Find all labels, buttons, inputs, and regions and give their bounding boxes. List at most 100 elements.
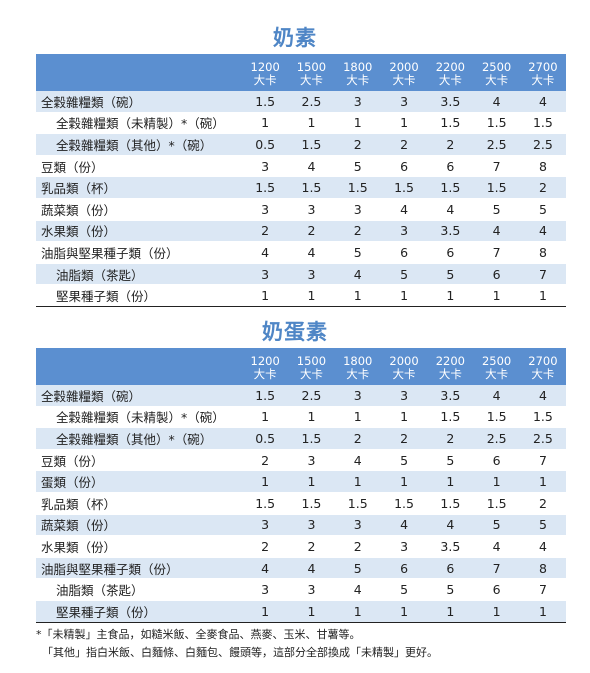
- food-group-label: 油脂類（茶匙）: [36, 578, 242, 601]
- serving-cell: 7: [473, 557, 520, 580]
- serving-cell: 1.5: [427, 492, 474, 515]
- calorie-value: 2200: [435, 354, 465, 368]
- calorie-header: 1800 大卡: [334, 348, 381, 385]
- serving-cell: 1.5: [427, 112, 474, 135]
- serving-cell: 5: [334, 557, 381, 580]
- serving-cell: 2.5: [473, 133, 520, 156]
- calorie-unit: 大卡: [392, 73, 416, 87]
- serving-cell: 6: [473, 263, 520, 286]
- calorie-value: 2700: [528, 354, 558, 368]
- serving-cell: 1: [380, 284, 428, 307]
- serving-cell: 1: [334, 112, 381, 135]
- serving-cell: 0.5: [242, 133, 289, 156]
- serving-cell: 2: [242, 535, 289, 558]
- calorie-header: 1200 大卡: [242, 348, 289, 385]
- serving-cell: 2: [334, 133, 381, 156]
- table-row: 豆類（份） 2 3 4 5 5 6 7: [36, 449, 567, 472]
- serving-cell: 1.5: [242, 176, 289, 199]
- serving-cell: 3: [242, 578, 289, 601]
- serving-cell: 1.5: [242, 91, 289, 113]
- calorie-value: 1500: [296, 60, 327, 74]
- serving-cell: 2.5: [288, 91, 335, 113]
- serving-cell: 6: [427, 241, 474, 264]
- serving-cell: 1: [380, 112, 428, 135]
- serving-cell: 5: [334, 155, 381, 178]
- calorie-header: 1200 大卡: [242, 54, 289, 91]
- serving-cell: 1: [242, 112, 289, 135]
- serving-cell: 4: [519, 535, 567, 558]
- food-group-label: 乳品類（杯）: [36, 176, 242, 199]
- calorie-header: 2500 大卡: [473, 348, 520, 385]
- serving-cell: 2: [334, 535, 381, 558]
- serving-cell: 3: [334, 514, 381, 537]
- serving-cell: 3: [288, 198, 335, 221]
- table-row: 油脂與堅果種子類（份） 4 4 5 6 6 7 8: [36, 241, 567, 264]
- food-group-label: 堅果種子類（份）: [36, 600, 242, 623]
- calorie-unit: 大卡: [299, 367, 323, 381]
- food-group-label: 蔬菜類（份）: [36, 198, 242, 221]
- serving-cell: 2.5: [288, 385, 335, 407]
- serving-cell: 1.5: [334, 492, 381, 515]
- serving-cell: 8: [519, 557, 567, 580]
- serving-cell: 7: [519, 449, 567, 472]
- serving-cell: 3: [380, 385, 428, 407]
- serving-cell: 4: [519, 220, 567, 243]
- serving-cell: 6: [427, 557, 474, 580]
- serving-cell: 4: [427, 514, 474, 537]
- serving-cell: 2: [334, 220, 381, 243]
- serving-cell: 1: [427, 470, 474, 493]
- serving-cell: 1: [288, 470, 335, 493]
- serving-cell: 4: [288, 155, 335, 178]
- food-group-label: 全穀雜糧類（碗）: [36, 385, 242, 407]
- food-group-label: 水果類（份）: [36, 535, 242, 558]
- serving-cell: 6: [380, 241, 428, 264]
- calorie-header: 1500 大卡: [288, 348, 335, 385]
- section-title-lacto-ovo: 奶蛋素: [262, 320, 328, 344]
- calorie-unit: 大卡: [485, 73, 509, 87]
- food-group-label: 乳品類（杯）: [36, 492, 242, 515]
- calorie-header: 2700 大卡: [519, 54, 567, 91]
- serving-cell: 2: [519, 176, 567, 199]
- serving-cell: 3: [288, 263, 335, 286]
- serving-cell: 4: [519, 385, 567, 407]
- serving-cell: 2.5: [473, 427, 520, 450]
- table-row: 全穀雜糧類（碗） 1.5 2.5 3 3 3.5 4 4: [36, 385, 567, 407]
- serving-cell: 1.5: [519, 112, 567, 135]
- header-row: 1200 大卡 1500 大卡 1800 大卡 2000 大卡 2200 大卡 2500 大卡 2700…: [36, 54, 567, 91]
- calorie-unit: 大卡: [346, 73, 370, 87]
- serving-cell: 7: [473, 155, 520, 178]
- serving-cell: 4: [427, 198, 474, 221]
- serving-cell: 3: [242, 155, 289, 178]
- serving-cell: 5: [380, 449, 428, 472]
- serving-cell: 1.5: [427, 406, 474, 429]
- serving-cell: 1: [334, 600, 381, 623]
- serving-cell: 1: [519, 284, 567, 307]
- serving-cell: 1.5: [288, 492, 335, 515]
- serving-cell: 3: [288, 514, 335, 537]
- serving-cell: 1.5: [242, 385, 289, 407]
- serving-cell: 1: [427, 600, 474, 623]
- serving-cell: 2: [334, 427, 381, 450]
- serving-cell: 2.5: [519, 427, 567, 450]
- serving-cell: 5: [380, 263, 428, 286]
- serving-cell: 1.5: [519, 406, 567, 429]
- diet-table-lacto-ovo: 1200 大卡 1500 大卡 1800 大卡 2000 大卡 2200 大卡 2500 大卡 2700…: [36, 348, 567, 623]
- serving-cell: 6: [380, 557, 428, 580]
- section-title-lacto: 奶素: [273, 26, 317, 50]
- serving-cell: 1.5: [473, 492, 520, 515]
- serving-cell: 4: [334, 449, 381, 472]
- serving-cell: 1: [242, 470, 289, 493]
- serving-cell: 3: [334, 385, 381, 407]
- serving-cell: 4: [334, 578, 381, 601]
- serving-cell: 1: [473, 470, 520, 493]
- serving-cell: 1: [334, 470, 381, 493]
- serving-cell: 1: [288, 406, 335, 429]
- calorie-header: 2200 大卡: [427, 348, 474, 385]
- header-row: 1200 大卡 1500 大卡 1800 大卡 2000 大卡 2200 大卡 2500 大卡 2700…: [36, 348, 567, 385]
- serving-cell: 1: [427, 284, 474, 307]
- header-corner: [36, 348, 242, 385]
- serving-cell: 2: [380, 427, 428, 450]
- serving-cell: 7: [519, 578, 567, 601]
- serving-cell: 2: [427, 427, 474, 450]
- table-row: 全穀雜糧類（其他）*（碗） 0.5 1.5 2 2 2 2.5 2.5: [36, 133, 567, 156]
